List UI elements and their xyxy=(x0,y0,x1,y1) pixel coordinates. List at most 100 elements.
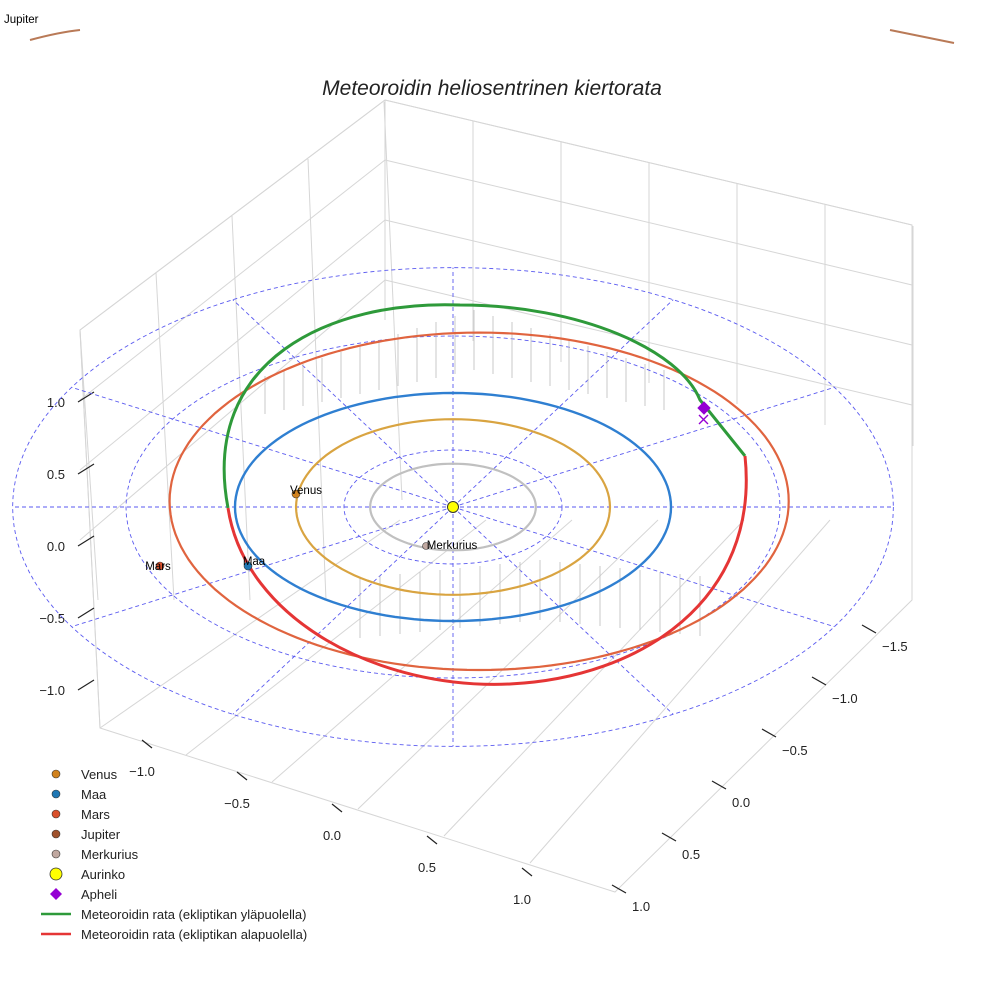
floor-line xyxy=(99,519,401,729)
venus-label: Venus xyxy=(290,485,322,497)
reference-spoke xyxy=(232,506,454,715)
reference-grid xyxy=(12,267,894,747)
legend-label: Venus xyxy=(81,767,118,782)
x-tick-label: 0.0 xyxy=(732,795,750,810)
reference-spoke xyxy=(452,386,835,508)
x-tick-label: −0.5 xyxy=(782,743,808,758)
floor-line xyxy=(357,519,659,810)
aurinko-marker xyxy=(447,501,459,513)
jupiter-arc-left xyxy=(29,29,81,41)
merkurius-label: Merkurius xyxy=(427,540,478,552)
reference-spoke xyxy=(452,506,674,715)
y-tick-mark xyxy=(236,771,248,781)
orbits xyxy=(168,303,790,686)
maa-marker xyxy=(243,561,253,571)
y-tick-mark xyxy=(426,835,438,845)
wall-line xyxy=(79,329,99,601)
legend-label: Merkurius xyxy=(81,847,139,862)
reference-spoke xyxy=(452,506,835,628)
reference-circle xyxy=(125,335,781,679)
y-tick-mark xyxy=(331,803,343,813)
reference-spoke xyxy=(71,506,454,628)
apheli-projection-marker xyxy=(698,414,709,425)
legend-label: Apheli xyxy=(81,887,117,902)
legend-marker xyxy=(50,888,62,900)
wall-line xyxy=(155,272,175,601)
floor-line xyxy=(185,519,487,756)
legend-marker xyxy=(51,809,61,819)
z-tick-label: −1.0 xyxy=(39,683,65,698)
legend-marker xyxy=(51,849,61,859)
legend: Venus Maa Mars Jupiter Merkurius Aurinko Aphel… xyxy=(41,767,307,942)
x-axis-ticks: −1.5 −1.0 −0.5 0.0 0.5 1.0 xyxy=(611,624,908,914)
x-tick-mark xyxy=(711,780,727,790)
wall-line xyxy=(231,215,251,601)
legend-label: Aurinko xyxy=(81,867,125,882)
merkurius-orbit xyxy=(369,462,537,552)
legend-marker xyxy=(51,829,61,839)
box-edge xyxy=(79,329,101,729)
wall-line xyxy=(383,101,403,501)
wall-line xyxy=(79,219,386,471)
meteoroid-orbit-below xyxy=(226,455,748,686)
reference-spoke xyxy=(71,386,454,508)
reference-spoke xyxy=(232,299,454,508)
wall-line xyxy=(307,158,327,601)
x-tick-mark xyxy=(811,676,827,686)
wall-line xyxy=(384,99,913,226)
y-tick-label: 1.0 xyxy=(513,892,531,907)
y-tick-label: −0.5 xyxy=(224,796,250,811)
box-outline xyxy=(79,99,913,893)
wall-line xyxy=(384,159,913,286)
z-tick-mark xyxy=(77,679,95,691)
x-tick-mark xyxy=(861,624,877,634)
maa-orbit xyxy=(233,391,673,623)
body-markers: Venus Merkurius Maa Mars xyxy=(145,401,711,573)
legend-label: Mars xyxy=(81,807,110,822)
meteoroid-orbit-above xyxy=(222,303,747,509)
jupiter-label: Jupiter xyxy=(4,14,39,26)
merkurius-marker xyxy=(422,542,430,550)
y-tick-label: −1.0 xyxy=(129,764,155,779)
legend-marker xyxy=(51,769,61,779)
legend-label: Meteoroidin rata (ekliptikan yläpuolella… xyxy=(81,907,306,922)
z-tick-mark xyxy=(77,607,95,619)
maa-label: Maa xyxy=(243,556,266,568)
wall-line xyxy=(384,219,913,346)
legend-label: Maa xyxy=(81,787,107,802)
floor-line xyxy=(443,519,745,837)
z-tick-label: 0.0 xyxy=(47,539,65,554)
z-tick-mark xyxy=(77,535,95,547)
x-tick-label: 1.0 xyxy=(632,899,650,914)
grid-panes: Jupiter xyxy=(4,14,955,893)
y-tick-mark xyxy=(521,867,533,877)
x-tick-label: −1.0 xyxy=(832,691,858,706)
z-tick-label: −0.5 xyxy=(39,611,65,626)
legend-label: Meteoroidin rata (ekliptikan alapuolella… xyxy=(81,927,307,942)
wall-line xyxy=(384,279,913,406)
y-tick-mark xyxy=(141,739,153,749)
wall-line xyxy=(79,99,386,331)
x-tick-label: −1.5 xyxy=(882,639,908,654)
reference-spoke xyxy=(452,299,674,508)
legend-marker xyxy=(49,867,63,881)
x-tick-mark xyxy=(611,884,627,894)
venus-marker xyxy=(291,489,301,499)
drop-lines xyxy=(264,310,701,638)
mars-marker xyxy=(155,561,165,571)
wall-line xyxy=(79,159,386,401)
x-tick-mark xyxy=(761,728,777,738)
x-tick-mark xyxy=(661,832,677,842)
z-tick-label: 1.0 xyxy=(47,395,65,410)
mars-label: Mars xyxy=(145,561,171,573)
mars-orbit xyxy=(168,331,790,672)
venus-orbit xyxy=(294,418,612,596)
y-tick-label: 0.0 xyxy=(323,828,341,843)
floor-line xyxy=(271,519,573,783)
legend-marker xyxy=(51,789,61,799)
z-axis-ticks: 1.0 0.5 0.0 −0.5 −1.0 xyxy=(39,391,95,698)
z-tick-mark xyxy=(77,463,95,475)
floor-line xyxy=(529,519,831,864)
jupiter-arc-right xyxy=(889,29,955,44)
